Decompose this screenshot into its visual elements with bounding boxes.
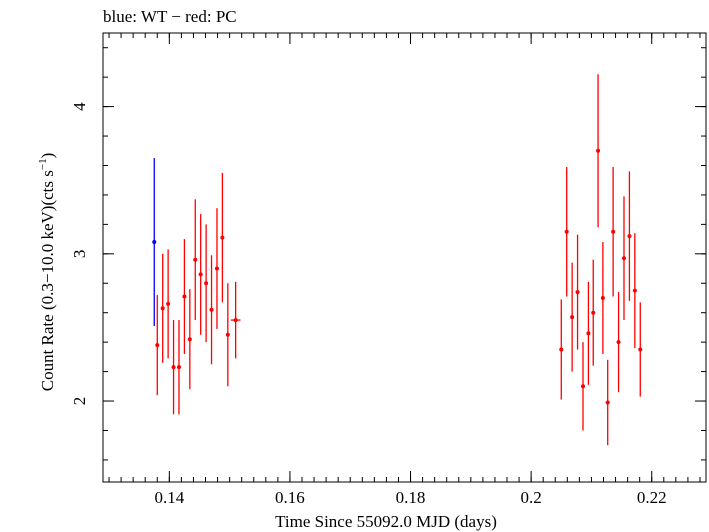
point-marker — [209, 307, 214, 312]
data-point — [214, 208, 219, 329]
data-point — [220, 172, 225, 303]
point-marker — [638, 347, 643, 352]
data-point — [627, 171, 632, 301]
point-marker — [198, 272, 203, 277]
point-marker — [220, 235, 225, 240]
data-point — [171, 320, 176, 415]
point-marker — [632, 288, 637, 293]
series-0 — [152, 158, 157, 326]
point-marker — [591, 310, 596, 315]
point-marker — [575, 290, 580, 295]
data-point — [198, 214, 203, 335]
data-point — [638, 302, 643, 397]
data-point — [591, 259, 596, 366]
point-marker — [621, 256, 626, 261]
data-point — [621, 196, 626, 321]
data-point — [596, 74, 601, 228]
point-marker — [187, 337, 192, 342]
point-marker — [586, 331, 591, 336]
point-marker — [605, 400, 610, 405]
point-marker — [214, 266, 219, 271]
point-marker — [155, 343, 160, 348]
point-marker — [580, 384, 585, 389]
x-axis-label: Time Since 55092.0 MJD (days) — [275, 512, 497, 531]
x-tick-label: 0.16 — [275, 488, 305, 507]
data-point — [616, 292, 621, 393]
point-marker — [564, 229, 569, 234]
chart-title: blue: WT − red: PC — [103, 7, 237, 26]
y-axis-label-close: ) — [38, 153, 57, 159]
data-point — [575, 234, 580, 350]
data-point — [586, 281, 591, 385]
y-tick-label: 4 — [70, 102, 89, 111]
data-point — [155, 295, 160, 396]
data-point — [580, 342, 585, 431]
data-point — [193, 199, 198, 321]
data-point — [152, 158, 157, 326]
y-axis-label-superscript: −1 — [37, 158, 49, 170]
data-point — [160, 253, 165, 363]
axis-ticks — [103, 33, 706, 482]
point-marker — [233, 318, 238, 323]
point-marker — [627, 234, 632, 239]
point-marker — [193, 257, 198, 262]
point-marker — [225, 332, 230, 337]
y-tick-label: 2 — [70, 397, 89, 406]
data-point — [600, 242, 605, 354]
y-tick-label: 3 — [70, 250, 89, 259]
data-point — [605, 359, 610, 446]
x-tick-label: 0.2 — [521, 488, 542, 507]
data-point — [187, 289, 192, 390]
x-tick-label: 0.18 — [396, 488, 426, 507]
point-marker — [559, 347, 564, 352]
point-marker — [570, 315, 575, 320]
data-point — [182, 239, 187, 354]
data-point — [230, 281, 241, 359]
point-marker — [152, 240, 157, 245]
data-point — [209, 255, 214, 365]
plot-frame — [102, 32, 707, 483]
point-marker — [171, 365, 176, 370]
point-marker — [166, 301, 171, 306]
series-1 — [155, 74, 643, 446]
point-marker — [182, 294, 187, 299]
point-marker — [611, 229, 616, 234]
point-marker — [616, 340, 621, 345]
y-axis-label-main: Count Rate (0.3−10.0 keV)(cts s — [38, 170, 57, 391]
data-point — [204, 224, 209, 343]
data-point — [570, 262, 575, 372]
x-tick-label: 0.14 — [154, 488, 184, 507]
point-marker — [160, 306, 165, 311]
axis-tick-labels: 0.14 0.16 0.18 0.2 0.22 2 3 4 — [70, 102, 667, 507]
data-point — [564, 166, 569, 297]
data-point — [611, 166, 616, 297]
x-tick-label: 0.22 — [637, 488, 667, 507]
data-point — [559, 299, 564, 400]
data-point — [176, 320, 181, 415]
point-marker — [596, 148, 601, 153]
data-points — [152, 74, 643, 446]
data-point — [166, 249, 171, 359]
point-marker — [600, 295, 605, 300]
point-marker — [176, 365, 181, 370]
point-marker — [204, 281, 209, 286]
data-point — [632, 233, 637, 349]
data-point — [225, 283, 230, 387]
y-axis-label: Count Rate (0.3−10.0 keV)(cts s−1) — [37, 153, 57, 392]
